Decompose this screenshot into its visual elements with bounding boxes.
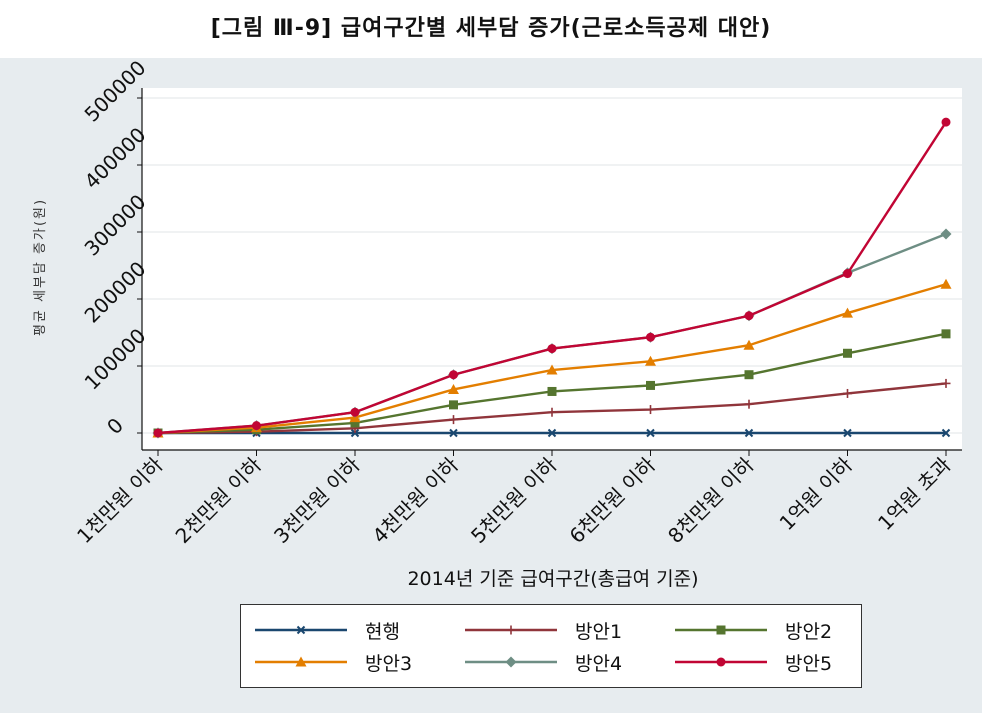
data-point	[646, 405, 655, 415]
data-point	[940, 278, 952, 289]
data-point	[547, 428, 557, 438]
data-point	[646, 428, 655, 438]
data-point	[645, 355, 656, 366]
data-point	[843, 428, 852, 438]
y-axis-label: 평균 세부담 증가(원)	[33, 198, 48, 336]
legend-item: 방안3	[255, 651, 413, 675]
x-tick-label: 6천만원 이하	[565, 453, 661, 549]
data-point	[448, 383, 459, 394]
y-tick-label: 100000	[80, 324, 151, 395]
x-axis-label: 2014년 기준 급여구간(총급여 기준)	[407, 568, 698, 590]
x-tick-label: 1억원 초과	[873, 453, 956, 536]
data-point	[547, 407, 557, 417]
legend-item: 방안1	[465, 619, 623, 643]
series-lines	[152, 117, 952, 439]
data-point	[843, 269, 852, 279]
data-point	[941, 378, 951, 388]
data-point	[646, 380, 655, 390]
legend-swatch	[255, 656, 347, 667]
x-tick-labels: 1천만원 이하 2천만원 이하 3천만원 이하 4천만원 이하 5천만원 이하 6천만원 …	[72, 453, 956, 549]
data-point	[547, 386, 557, 396]
legend-swatch	[255, 625, 347, 635]
data-point	[153, 428, 163, 438]
legend-swatch	[675, 657, 767, 667]
axes	[137, 88, 962, 456]
x-tick-label: 1억원 이하	[775, 453, 858, 536]
x-tick-label: 8천만원 이하	[663, 453, 759, 549]
data-point	[296, 625, 306, 635]
legend-swatch	[675, 625, 767, 635]
legend-item: 방안5	[675, 651, 833, 675]
y-tick-label: 400000	[80, 123, 151, 194]
data-point	[842, 307, 853, 318]
x-tick-label: 4천만원 이하	[368, 453, 464, 549]
data-point	[843, 388, 852, 398]
data-point	[941, 117, 951, 127]
y-tick-label: 300000	[80, 190, 151, 261]
data-point	[716, 657, 726, 667]
data-point	[449, 400, 458, 410]
legend-item: 방안2	[675, 619, 833, 643]
data-point	[843, 348, 852, 358]
y-tick-label: 0	[102, 413, 128, 439]
legend-label: 방안3	[365, 652, 413, 675]
x-tick-label: 2천만원 이하	[171, 453, 267, 549]
legend-label: 현행	[365, 620, 400, 643]
legend-label: 방안1	[575, 620, 623, 643]
legend-item: 현행	[255, 619, 400, 643]
x-tick-label: 1천만원 이하	[72, 453, 168, 549]
data-point	[546, 364, 558, 375]
legend: 현행 방안1 방안2 방안3 방안4 방안5	[240, 604, 862, 688]
data-point	[350, 407, 360, 417]
legend-item: 방안4	[465, 651, 623, 675]
legend-label: 방안2	[785, 620, 833, 643]
data-point	[744, 311, 754, 321]
data-point	[940, 228, 952, 240]
data-point	[744, 399, 754, 409]
data-point	[449, 428, 458, 438]
data-point	[941, 329, 951, 339]
data-point	[505, 656, 517, 668]
figure-title: [그림 Ⅲ-9] 급여구간별 세부담 증가(근로소득공제 대안)	[0, 0, 982, 58]
x-tick-label: 3천만원 이하	[269, 453, 365, 549]
data-point	[744, 428, 754, 438]
y-tick-label: 500000	[80, 56, 151, 127]
data-point	[350, 418, 360, 428]
data-point	[716, 625, 726, 635]
data-point	[295, 656, 307, 667]
data-point	[252, 421, 261, 431]
y-tick-label: 200000	[80, 257, 151, 328]
legend-label: 방안5	[785, 652, 833, 675]
data-point	[941, 428, 951, 438]
data-point	[744, 370, 754, 380]
x-tick-label: 5천만원 이하	[466, 453, 562, 549]
series-방안5	[153, 117, 951, 438]
legend-label: 방안4	[575, 652, 623, 675]
legend-swatch	[465, 625, 557, 635]
data-point	[350, 428, 360, 438]
data-point	[646, 332, 655, 342]
legend-swatch	[465, 656, 557, 668]
data-point	[547, 344, 557, 354]
data-point	[449, 415, 458, 425]
data-point	[506, 625, 516, 635]
data-point	[743, 339, 755, 350]
data-point	[449, 370, 458, 380]
